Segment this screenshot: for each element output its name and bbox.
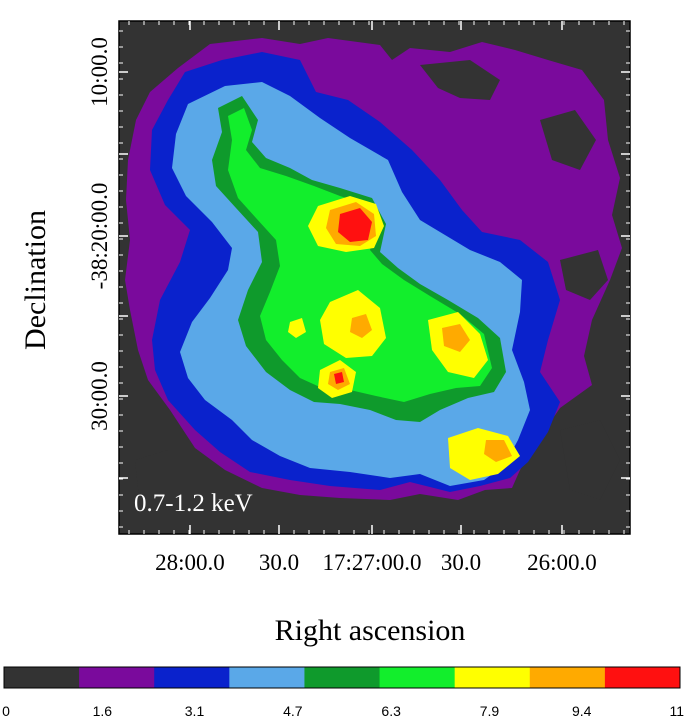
dark-hole bbox=[420, 60, 500, 100]
x-tick-label: 30.0 bbox=[441, 550, 481, 575]
dark-hole bbox=[540, 110, 596, 170]
colorbar-tick-label: 4.7 bbox=[283, 703, 303, 719]
intensity-map bbox=[125, 38, 622, 510]
colorbar-swatch bbox=[454, 667, 531, 688]
dark-hole bbox=[135, 450, 190, 510]
colorbar-swatch bbox=[604, 667, 681, 688]
colorbar-tick-label: 0 bbox=[2, 703, 10, 719]
map-frame bbox=[118, 20, 631, 535]
y-tick-label: -38:20:00.0 bbox=[87, 183, 112, 290]
colorbar-tick-labels: 0 1.6 3.1 4.7 6.3 7.9 9.4 11 bbox=[2, 703, 684, 719]
level-orange-region bbox=[442, 324, 470, 352]
map-panel bbox=[118, 20, 631, 535]
colorbar-swatch bbox=[79, 667, 155, 688]
minor-ticks bbox=[119, 21, 630, 534]
x-tick-label: 17:27:00.0 bbox=[322, 550, 421, 575]
y-tick-label: 10:00.0 bbox=[87, 37, 112, 107]
colorbar-tick-label: 9.4 bbox=[572, 703, 592, 719]
x-tick-label: 26:00.0 bbox=[527, 550, 597, 575]
level-yellow-region bbox=[288, 318, 306, 338]
x-tick-label: 30.0 bbox=[259, 550, 299, 575]
level-red-region bbox=[338, 208, 372, 242]
y-axis-title: Declination bbox=[19, 210, 52, 350]
x-axis-title: Right ascension bbox=[275, 614, 466, 647]
y-tick-labels: 10:00.0 -38:20:00.0 30:00.0 bbox=[87, 37, 112, 431]
level-red-region bbox=[334, 372, 344, 384]
colorbar-tick-label: 1.6 bbox=[93, 703, 113, 719]
level-orange-region bbox=[484, 440, 512, 462]
colorbar-tick-label: 7.9 bbox=[480, 703, 500, 719]
level-orange-region bbox=[350, 314, 372, 338]
colorbar bbox=[3, 666, 681, 689]
dark-hole bbox=[560, 420, 620, 500]
colorbar-swatch bbox=[379, 667, 456, 688]
colorbar-tick-label: 6.3 bbox=[381, 703, 401, 719]
colorbar-swatch bbox=[229, 667, 305, 688]
energy-band-label: 0.7-1.2 keV bbox=[134, 490, 253, 517]
colorbar-swatch bbox=[4, 667, 80, 688]
colorbar-swatch bbox=[529, 667, 606, 688]
colorbar-swatch bbox=[304, 667, 381, 688]
colorbar-frame bbox=[3, 666, 681, 689]
x-tick-labels: 28:00.0 30.0 17:27:00.0 30.0 26:00.0 bbox=[155, 550, 597, 575]
colorbar-swatch bbox=[154, 667, 230, 688]
colorbar-tick-label: 3.1 bbox=[185, 703, 205, 719]
colorbar-tick-label: 11 bbox=[669, 703, 684, 719]
dark-hole bbox=[560, 250, 608, 300]
y-tick-label: 30:00.0 bbox=[87, 361, 112, 431]
x-tick-label: 28:00.0 bbox=[155, 550, 225, 575]
